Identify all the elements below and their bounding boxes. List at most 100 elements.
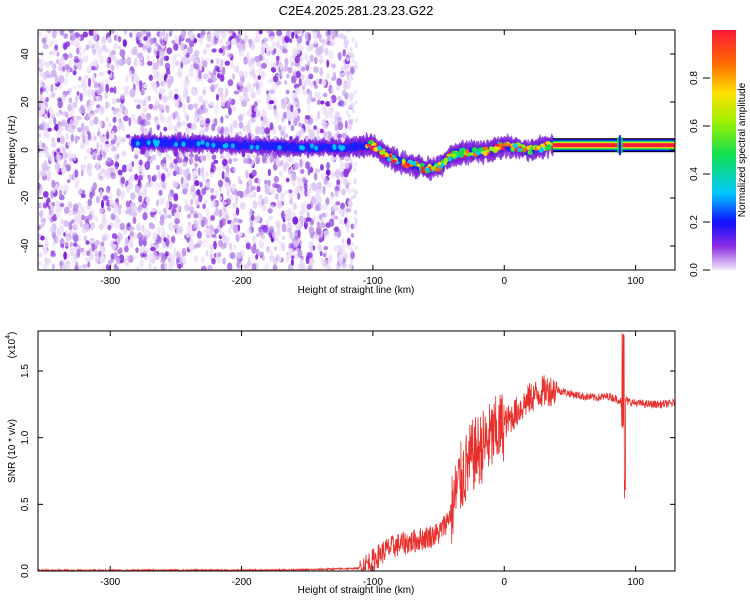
noise-speck (266, 90, 269, 95)
noise-speck (177, 65, 182, 75)
noise-speck (139, 80, 143, 86)
noise-speck (107, 123, 112, 127)
noise-speck (286, 73, 290, 79)
noise-speck (256, 99, 261, 104)
noise-speck (113, 86, 117, 95)
noise-speck (94, 254, 99, 264)
noise-speck (322, 107, 328, 116)
noise-speck (202, 60, 208, 68)
noise-speck (213, 118, 218, 127)
noise-speck (91, 65, 96, 71)
noise-speck (277, 240, 282, 246)
trace-hotspot (249, 144, 254, 150)
noise-speck (144, 151, 150, 158)
noise-speck (290, 75, 297, 84)
noise-speck (62, 184, 69, 193)
noise-speck (190, 185, 196, 193)
noise-speck (156, 199, 159, 207)
trace-hotspot (402, 159, 406, 165)
noise-speck (227, 79, 234, 87)
noise-speck (250, 185, 256, 191)
trace-hotspot (419, 163, 425, 168)
noise-speck (126, 164, 130, 173)
noise-speck (309, 81, 315, 88)
noise-speck (328, 50, 335, 60)
noise-speck (168, 241, 173, 250)
noise-speck (51, 202, 56, 207)
noise-speck (43, 165, 50, 171)
noise-speck (211, 48, 217, 53)
noise-speck (196, 189, 201, 196)
noise-speck (138, 61, 142, 67)
noise-speck (218, 48, 224, 54)
noise-speck (267, 179, 271, 187)
noise-speck (205, 249, 209, 257)
noise-speck (286, 228, 293, 233)
noise-speck (56, 148, 60, 153)
noise-speck (158, 104, 165, 112)
noise-speck (87, 214, 93, 221)
noise-speck (115, 98, 122, 103)
noise-speck (182, 90, 187, 97)
noise-speck (158, 189, 163, 196)
noise-speck (205, 171, 209, 177)
noise-speck (50, 142, 57, 148)
noise-speck (65, 164, 71, 172)
noise-speck (307, 32, 312, 42)
noise-speck (272, 231, 277, 239)
noise-speck (272, 264, 278, 270)
noise-speck (299, 215, 304, 224)
noise-speck (214, 83, 218, 90)
noise-speck (62, 66, 66, 72)
noise-speck (51, 61, 55, 70)
noise-speck (205, 181, 211, 188)
noise-speck (218, 196, 222, 201)
noise-speck (322, 204, 329, 211)
noise-speck (189, 209, 195, 215)
noise-speck (328, 218, 335, 227)
noise-speck (198, 70, 202, 80)
noise-speck (294, 97, 299, 103)
noise-speck (256, 214, 261, 222)
noise-speck (331, 35, 335, 40)
noise-speck (46, 74, 52, 79)
noise-speck (159, 31, 163, 40)
spectrogram-x-tick-label: -300 (100, 276, 120, 287)
noise-speck (82, 55, 89, 63)
noise-speck (247, 256, 251, 263)
noise-speck (315, 78, 320, 85)
noise-speck (330, 38, 336, 46)
noise-speck (242, 86, 249, 95)
noise-speck (291, 173, 297, 182)
noise-speck (168, 31, 173, 37)
noise-speck (323, 121, 328, 129)
noise-speck (88, 167, 92, 178)
noise-speck (178, 165, 182, 174)
noise-speck (164, 167, 168, 172)
noise-speck (145, 112, 152, 121)
noise-speck (157, 170, 161, 180)
noise-speck (350, 76, 354, 82)
noise-speck (144, 229, 150, 236)
trace-hotspot (425, 167, 431, 172)
noise-speck (147, 174, 151, 180)
noise-speck (161, 226, 165, 232)
noise-speck (98, 55, 105, 64)
noise-speck (58, 84, 62, 90)
noise-speck (213, 159, 219, 164)
trace-hotspot (135, 141, 140, 147)
noise-speck (143, 206, 149, 213)
noise-speck (105, 56, 109, 63)
noise-speck (102, 195, 109, 201)
noise-speck (176, 116, 182, 121)
noise-speck (218, 208, 223, 218)
noise-speck (207, 73, 212, 80)
noise-speck (201, 239, 208, 247)
noise-speck (177, 157, 183, 164)
noise-speck (233, 244, 237, 250)
noise-speck (222, 66, 226, 75)
noise-speck (102, 265, 107, 270)
noise-speck (40, 170, 47, 177)
noise-speck (224, 182, 228, 190)
